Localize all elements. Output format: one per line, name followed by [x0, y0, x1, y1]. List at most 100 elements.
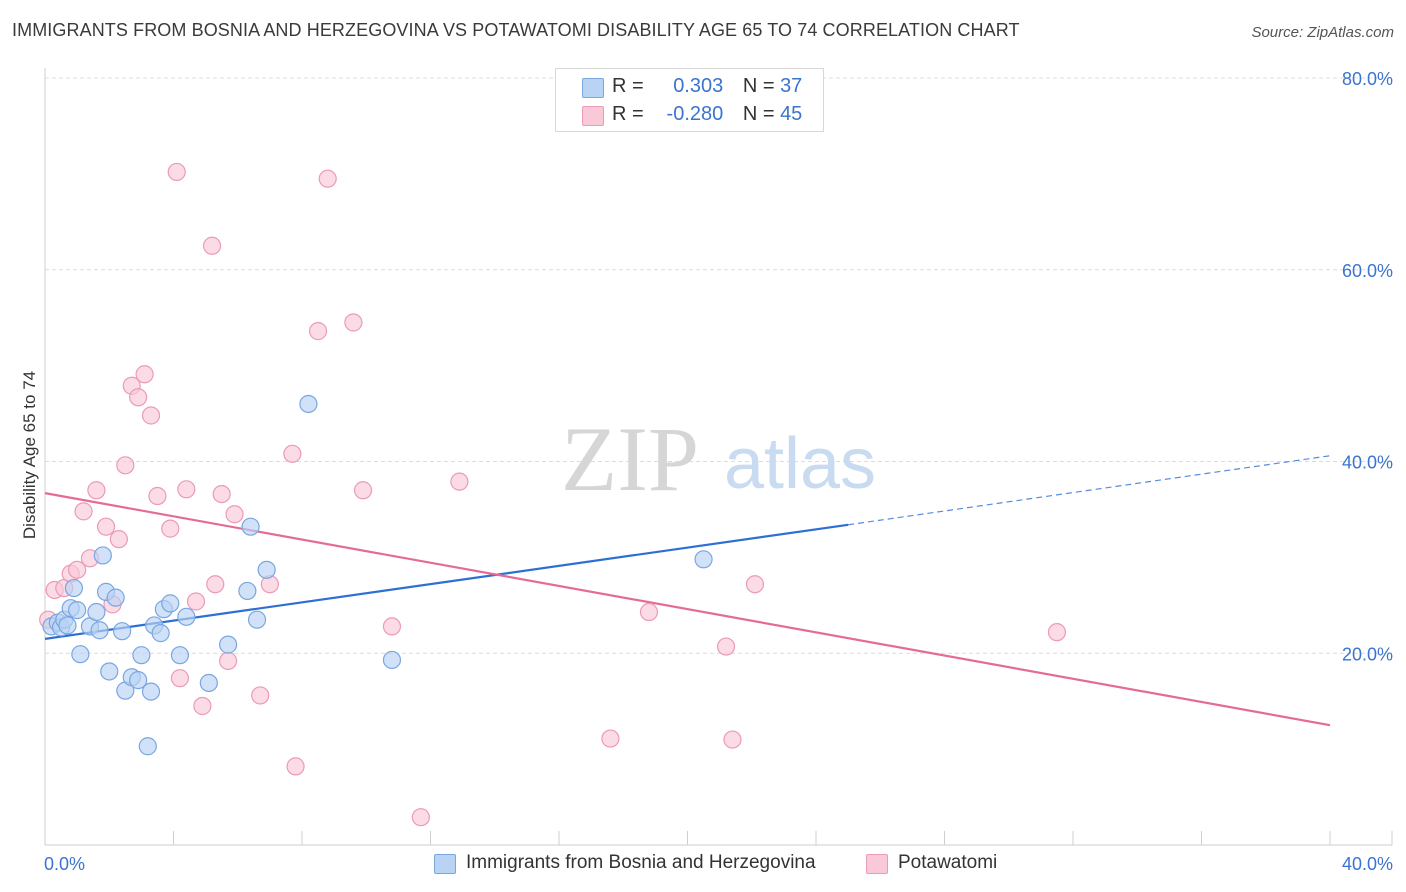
n-value: 37 — [780, 75, 803, 97]
bosnia-point — [58, 616, 77, 635]
potawatomi-point — [212, 484, 231, 504]
potawatomi-points — [39, 162, 1067, 827]
potawatomi-point — [411, 808, 430, 827]
correlation-legend: R = 0.303 N = 37 R = -0.280 N = 45 — [555, 68, 824, 132]
potawatomi-point — [601, 729, 620, 748]
bosnia-point — [93, 546, 112, 565]
potawatomi-point — [68, 560, 87, 579]
potawatomi-point — [193, 696, 212, 716]
bottom-legend-potawatomi: Potawatomi — [866, 852, 1026, 876]
bosnia-point — [177, 607, 196, 626]
potawatomi-point — [450, 472, 469, 491]
bosnia-point — [100, 662, 119, 681]
potawatomi-point — [716, 637, 736, 656]
chart-title: IMMIGRANTS FROM BOSNIA AND HERZEGOVINA V… — [12, 20, 1020, 40]
potawatomi-point — [167, 162, 186, 182]
potawatomi-point — [219, 651, 238, 671]
legend-swatch-pink — [582, 106, 604, 126]
potawatomi-point — [96, 517, 116, 536]
potawatomi-point — [745, 575, 765, 594]
watermark-zip: ZIP — [561, 408, 699, 510]
potawatomi-point — [283, 444, 302, 463]
potawatomi-point — [639, 602, 659, 622]
n-label: N = — [742, 103, 775, 125]
potawatomi-point — [251, 686, 270, 705]
potawatomi-point — [723, 730, 742, 749]
bosnia-point — [141, 682, 161, 701]
y-tick-label: 80.0% — [1342, 69, 1393, 89]
legend-swatch-blue — [582, 78, 604, 98]
bosnia-point — [151, 624, 170, 643]
bosnia-point — [257, 560, 276, 579]
watermark-atlas: atlas — [724, 424, 876, 504]
bosnia-point — [71, 645, 90, 664]
potawatomi-point — [202, 236, 222, 255]
bosnia-point — [238, 581, 257, 601]
potawatomi-point — [141, 406, 161, 425]
r-value: 0.303 — [673, 75, 724, 97]
bosnia-point — [199, 673, 218, 693]
r-label: R = — [612, 103, 644, 125]
y-tick-label: 20.0% — [1342, 644, 1393, 664]
bosnia-point — [112, 622, 132, 641]
bosnia-points — [42, 394, 713, 756]
bosnia-point — [64, 578, 84, 598]
r-label: R = — [612, 75, 644, 97]
axes — [44, 68, 1393, 846]
r-value: -0.280 — [666, 103, 724, 125]
bottom-legend-swatch-pink — [866, 854, 888, 874]
potawatomi-point — [206, 575, 225, 594]
bosnia-point — [68, 601, 87, 620]
potawatomi-trendline — [44, 492, 1331, 727]
potawatomi-point — [87, 481, 106, 500]
bosnia-point — [138, 737, 157, 756]
potawatomi-point — [1047, 623, 1067, 642]
bottom-legend-swatch-blue — [434, 854, 456, 874]
x-tick-label-min: 0.0% — [44, 854, 85, 874]
legend-text: R = -0.280 N = 45 — [612, 103, 802, 126]
y-tick-label: 60.0% — [1342, 261, 1393, 281]
potawatomi-point — [116, 456, 135, 475]
potawatomi-point — [177, 480, 196, 499]
bosnia-point — [161, 594, 180, 613]
potawatomi-point — [129, 388, 148, 407]
bosnia-point — [382, 650, 402, 670]
legend-text: R = 0.303 N = 37 — [612, 75, 802, 98]
potawatomi-point — [186, 592, 206, 611]
bottom-legend-label: Potawatomi — [898, 852, 998, 873]
bosnia-point — [247, 610, 267, 629]
potawatomi-point — [148, 486, 167, 506]
bosnia-point — [694, 550, 713, 569]
y-axis-label: Disability Age 65 to 74 — [20, 370, 39, 540]
potawatomi-point — [161, 519, 180, 538]
potawatomi-point — [318, 169, 337, 188]
bottom-legend-bosnia: Immigrants from Bosnia and Herzegovina — [434, 852, 854, 876]
bosnia-point — [132, 646, 151, 665]
bosnia-point — [129, 670, 148, 690]
bosnia-trendline — [44, 523, 849, 640]
tick-labels: 20.0% 40.0% 60.0% 80.0% 0.0% 40.0% — [44, 69, 1393, 874]
bosnia-point — [90, 621, 109, 640]
bosnia-point — [241, 517, 260, 536]
potawatomi-point — [135, 365, 154, 384]
source-label: Source: ZipAtlas.com — [1251, 24, 1394, 41]
potawatomi-point — [225, 505, 244, 524]
potawatomi-point — [353, 481, 373, 500]
potawatomi-point — [308, 322, 328, 341]
potawatomi-point — [109, 530, 128, 549]
bosnia-point — [219, 635, 238, 654]
n-label: N = — [742, 75, 775, 97]
bosnia-point — [170, 646, 190, 665]
x-tick-label-max: 40.0% — [1342, 854, 1393, 874]
bosnia-trendline-extension — [848, 455, 1331, 526]
potawatomi-point — [344, 313, 363, 332]
n-value: 45 — [780, 103, 803, 125]
bosnia-point — [87, 602, 106, 622]
potawatomi-point — [74, 502, 93, 521]
watermark: ZIP atlas — [561, 408, 876, 510]
bottom-legend-label: Immigrants from Bosnia and Herzegovina — [466, 852, 816, 873]
gridlines — [45, 77, 1392, 654]
potawatomi-point — [286, 757, 305, 776]
bosnia-point — [299, 394, 318, 414]
